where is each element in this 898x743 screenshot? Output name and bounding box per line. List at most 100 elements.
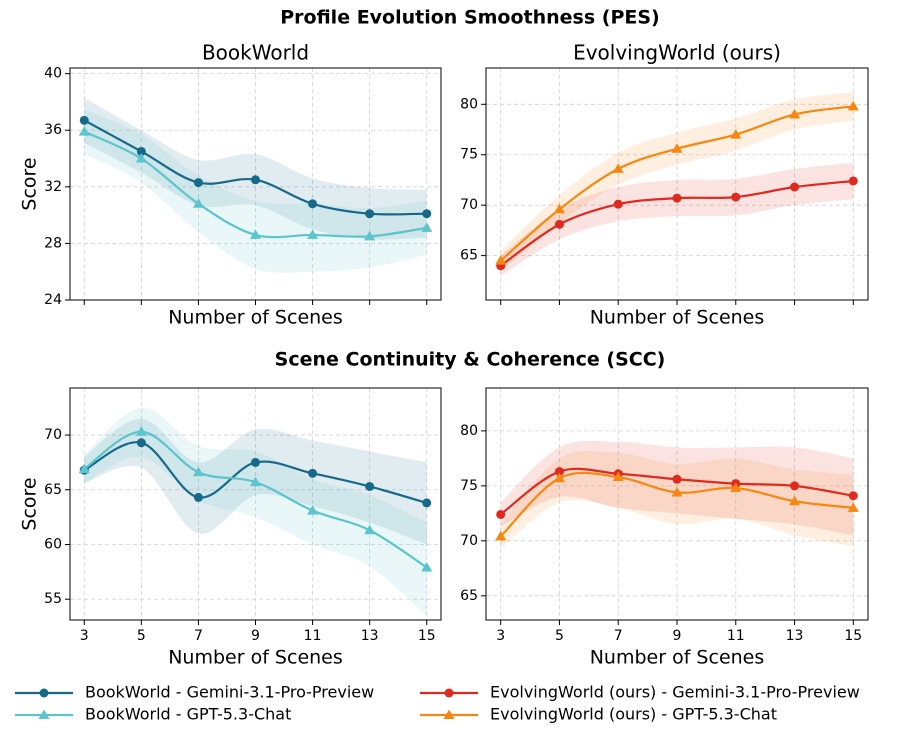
marker — [612, 471, 624, 482]
marker — [495, 530, 507, 541]
x-axis-label: Number of Scenes — [590, 647, 765, 669]
marker — [848, 176, 858, 186]
marker — [365, 481, 375, 491]
marker — [730, 129, 742, 139]
marker — [251, 457, 260, 467]
marker — [365, 209, 375, 219]
marker — [364, 230, 376, 241]
band — [84, 109, 427, 273]
legend-label: BookWorld - Gemini-3.1-Pro-Preview — [85, 683, 374, 702]
marker — [790, 481, 800, 491]
marker — [672, 193, 682, 203]
legend-marker — [443, 709, 455, 719]
x-tick-label: 15 — [844, 628, 862, 644]
y-tick-label: 70 — [44, 427, 62, 443]
y-tick-label: 65 — [460, 588, 478, 604]
y-axis-label: Score — [19, 477, 41, 530]
section-title: Scene Continuity & Coherence (SCC) — [275, 349, 666, 371]
y-tick-label: 70 — [460, 533, 478, 549]
x-tick-label: 3 — [496, 628, 505, 644]
marker — [789, 108, 801, 119]
marker — [613, 199, 623, 209]
legend-label: EvolvingWorld (ours) - Gemini-3.1-Pro-Pr… — [490, 683, 860, 702]
marker — [672, 474, 682, 484]
y-tick-label: 24 — [44, 292, 62, 308]
x-tick-label: 9 — [251, 628, 260, 644]
marker — [789, 495, 801, 506]
marker — [495, 255, 507, 265]
marker — [848, 491, 858, 501]
legend-marker — [444, 688, 454, 698]
y-tick-label: 36 — [44, 122, 62, 138]
marker — [78, 126, 90, 136]
marker — [250, 229, 261, 239]
legend-marker — [39, 688, 49, 698]
marker — [553, 203, 565, 214]
marker — [251, 175, 260, 185]
y-tick-label: 80 — [460, 423, 478, 439]
x-axis-label: Number of Scenes — [168, 647, 343, 669]
x-tick-label: 15 — [418, 628, 436, 644]
marker — [421, 222, 433, 232]
plot-frame — [69, 387, 442, 621]
y-tick-label: 65 — [44, 482, 62, 498]
marker — [612, 163, 624, 173]
marker — [79, 115, 89, 125]
section-title: Profile Evolution Smoothness (PES) — [280, 7, 660, 29]
marker — [135, 426, 147, 436]
marker — [78, 463, 90, 473]
x-tick-label: 11 — [304, 628, 322, 644]
marker — [307, 229, 319, 239]
marker — [193, 492, 203, 502]
band — [84, 407, 427, 616]
x-tick-label: 5 — [555, 628, 564, 644]
marker — [192, 198, 204, 208]
chart-title: BookWorld — [202, 41, 309, 65]
marker — [364, 524, 376, 535]
x-tick-label: 9 — [673, 628, 682, 644]
marker — [192, 466, 204, 477]
y-tick-label: 60 — [44, 536, 62, 552]
marker — [496, 509, 506, 519]
marker — [847, 100, 859, 111]
marker — [308, 199, 318, 209]
x-tick-label: 3 — [80, 628, 89, 644]
marker — [790, 182, 800, 192]
plot-frame — [69, 67, 442, 301]
marker — [136, 438, 146, 448]
marker — [847, 502, 859, 512]
x-tick-label: 13 — [786, 628, 804, 644]
x-axis-label: Number of Scenes — [168, 307, 343, 329]
marker — [422, 498, 432, 508]
x-tick-label: 7 — [194, 628, 203, 644]
band — [500, 450, 854, 549]
y-tick-label: 70 — [460, 197, 478, 213]
marker — [731, 192, 741, 202]
y-axis-label: Score — [19, 157, 41, 210]
x-tick-label: 5 — [137, 628, 146, 644]
marker — [730, 482, 742, 493]
y-tick-label: 32 — [44, 179, 62, 195]
marker — [553, 472, 565, 483]
y-tick-label: 28 — [44, 235, 62, 251]
marker — [308, 468, 318, 478]
x-axis-label: Number of Scenes — [590, 307, 765, 329]
legend-marker — [38, 709, 50, 719]
y-tick-label: 40 — [44, 66, 62, 82]
marker — [250, 476, 261, 487]
y-tick-label: 80 — [460, 96, 478, 112]
band — [84, 97, 427, 240]
band — [500, 92, 854, 271]
marker — [554, 467, 564, 477]
marker — [193, 178, 203, 188]
marker — [135, 153, 147, 163]
y-tick-label: 75 — [460, 147, 478, 163]
plot-frame — [485, 387, 869, 621]
chart-title: EvolvingWorld (ours) — [573, 41, 781, 65]
y-tick-label: 55 — [44, 591, 62, 607]
marker — [671, 143, 683, 153]
x-tick-label: 7 — [614, 628, 623, 644]
marker — [422, 209, 432, 219]
marker — [136, 146, 146, 156]
